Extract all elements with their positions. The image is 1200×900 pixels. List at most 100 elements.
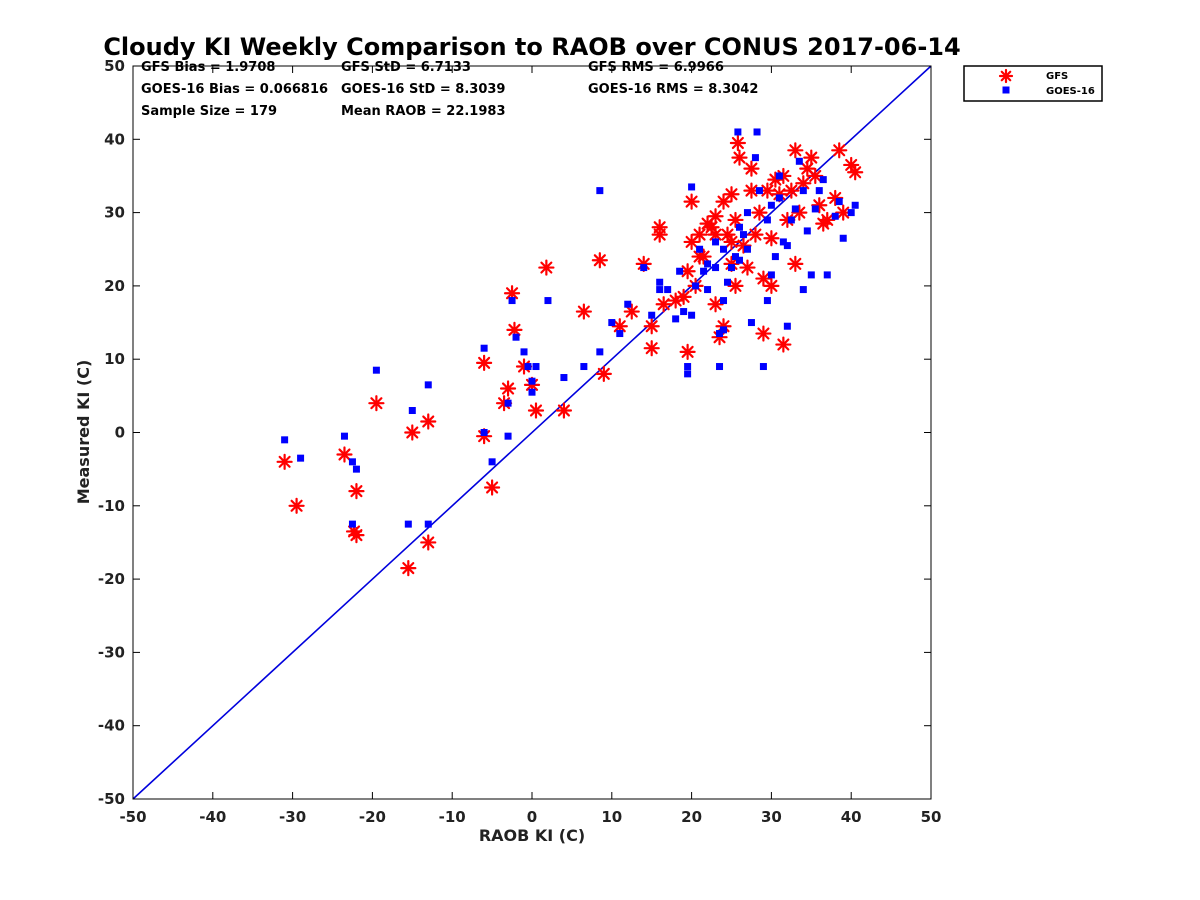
asterisk-stroke (613, 320, 626, 333)
gfs-point (707, 296, 724, 313)
gfs-point (739, 259, 756, 276)
gfs-point (743, 160, 760, 177)
goes16-point (408, 407, 416, 415)
gfs-point (755, 325, 772, 342)
legend-gfs-label: GFS (1046, 71, 1068, 82)
goes16-point (755, 187, 763, 195)
goes16-point (528, 388, 536, 396)
asterisk-stroke (725, 188, 738, 201)
goes16-point (767, 201, 775, 209)
goes16-point (763, 216, 771, 224)
asterisk-stroke (777, 338, 790, 351)
goes16-point (424, 520, 432, 528)
goes16-point (720, 297, 728, 305)
gfs-point (747, 226, 764, 243)
goes16-point (504, 399, 512, 407)
goes16-point (616, 330, 624, 338)
goes16-point (839, 234, 847, 242)
goes16-point (712, 264, 720, 272)
stat-goes16-std: GOES-16 StD = 8.3039 (341, 82, 505, 97)
legend: GFS GOES-16 (963, 65, 1103, 102)
goes16-point (735, 223, 743, 231)
goes16-point (624, 300, 632, 308)
goes16-point (775, 194, 783, 202)
x-tick-label: -30 (279, 808, 306, 826)
goes16-point (340, 432, 348, 440)
goes16-point (734, 128, 742, 136)
gfs-point (787, 142, 804, 159)
y-tick-label: 30 (104, 204, 125, 222)
gfs-point (775, 336, 792, 353)
asterisk-stroke (693, 250, 706, 263)
goes16-point (771, 253, 779, 261)
goes16-point (580, 363, 588, 371)
stat-gfs-std: GFS StD = 6.7133 (341, 60, 471, 75)
asterisk-stroke (338, 448, 351, 461)
asterisk-stroke (593, 254, 606, 267)
gfs-point (783, 182, 800, 199)
goes16-point (799, 286, 807, 294)
x-tick-label: -10 (439, 808, 466, 826)
goes16-point (488, 458, 496, 466)
gfs-point (787, 255, 804, 273)
gfs-point (591, 252, 608, 269)
x-tick-label: -40 (199, 808, 226, 826)
goes16-point (704, 286, 712, 294)
gfs-point (400, 560, 417, 577)
goes16-point (807, 271, 815, 279)
asterisk-stroke (1000, 70, 1012, 82)
asterisk-stroke (681, 265, 694, 278)
asterisk-stroke (725, 235, 738, 248)
asterisk-stroke (486, 481, 499, 494)
goes16-point (664, 286, 672, 294)
stat-goes16-bias: GOES-16 Bias = 0.066816 (141, 82, 328, 97)
goes16-point (779, 238, 787, 246)
asterisk-stroke (422, 415, 435, 428)
gfs-point (847, 164, 864, 181)
asterisk-stroke (577, 305, 590, 318)
chart-title: Cloudy KI Weekly Comparison to RAOB over… (103, 33, 960, 61)
gfs-point (527, 402, 545, 419)
goes16-point (560, 374, 568, 382)
asterisk-stroke (693, 228, 706, 241)
gfs-point (643, 318, 660, 335)
goes16-point (751, 154, 759, 162)
goes16-point (404, 520, 412, 528)
goes16-point (688, 311, 696, 319)
goes16-point (692, 282, 700, 290)
stat-goes16-rms: GOES-16 RMS = 8.3042 (588, 82, 758, 97)
goes16-point (656, 286, 664, 294)
goes16-point (763, 297, 771, 305)
asterisk-stroke (849, 166, 862, 179)
asterisk-stroke (290, 499, 303, 512)
asterisk-stroke (557, 404, 570, 417)
gfs-point (623, 303, 640, 320)
asterisk-stroke (540, 261, 553, 274)
goes16-point (480, 344, 488, 352)
goes16-point (716, 363, 724, 371)
gfs-point (751, 204, 768, 221)
goes16-point (520, 348, 528, 356)
asterisk-stroke (789, 144, 802, 157)
goes16-point (759, 363, 767, 371)
y-tick-label: -40 (98, 717, 125, 735)
gfs-point (807, 167, 824, 185)
asterisk-stroke (422, 536, 435, 549)
goes16-point (811, 205, 819, 213)
goes16-point (743, 245, 751, 253)
goes16-point (424, 381, 432, 389)
goes16-point (348, 458, 356, 466)
gfs-point (651, 226, 668, 243)
gfs-point (476, 354, 493, 371)
gfs-point (763, 277, 780, 294)
goes16-point (831, 212, 839, 220)
y-tick-label: -10 (98, 497, 125, 515)
gfs-point (691, 226, 708, 243)
goes16-point (775, 172, 783, 180)
x-tick-label: 50 (921, 808, 942, 826)
asterisk-stroke (402, 562, 415, 575)
goes16-point (815, 187, 823, 195)
goes16-point (676, 267, 684, 275)
asterisk-stroke (657, 298, 670, 311)
